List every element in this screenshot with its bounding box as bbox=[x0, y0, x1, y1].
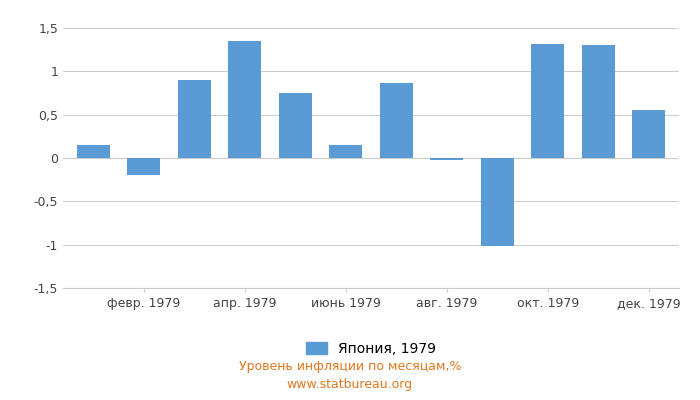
Bar bbox=[127, 158, 160, 175]
Text: www.statbureau.org: www.statbureau.org bbox=[287, 378, 413, 391]
Bar bbox=[632, 110, 665, 158]
Bar bbox=[430, 158, 463, 160]
Legend: Япония, 1979: Япония, 1979 bbox=[306, 342, 436, 356]
Text: Уровень инфляции по месяцам,%: Уровень инфляции по месяцам,% bbox=[239, 360, 461, 373]
Bar bbox=[77, 145, 110, 158]
Bar bbox=[329, 145, 362, 158]
Bar bbox=[582, 45, 615, 158]
Bar bbox=[228, 41, 261, 158]
Bar bbox=[178, 80, 211, 158]
Bar bbox=[380, 83, 413, 158]
Bar bbox=[279, 93, 312, 158]
Bar bbox=[531, 44, 564, 158]
Bar bbox=[481, 158, 514, 246]
